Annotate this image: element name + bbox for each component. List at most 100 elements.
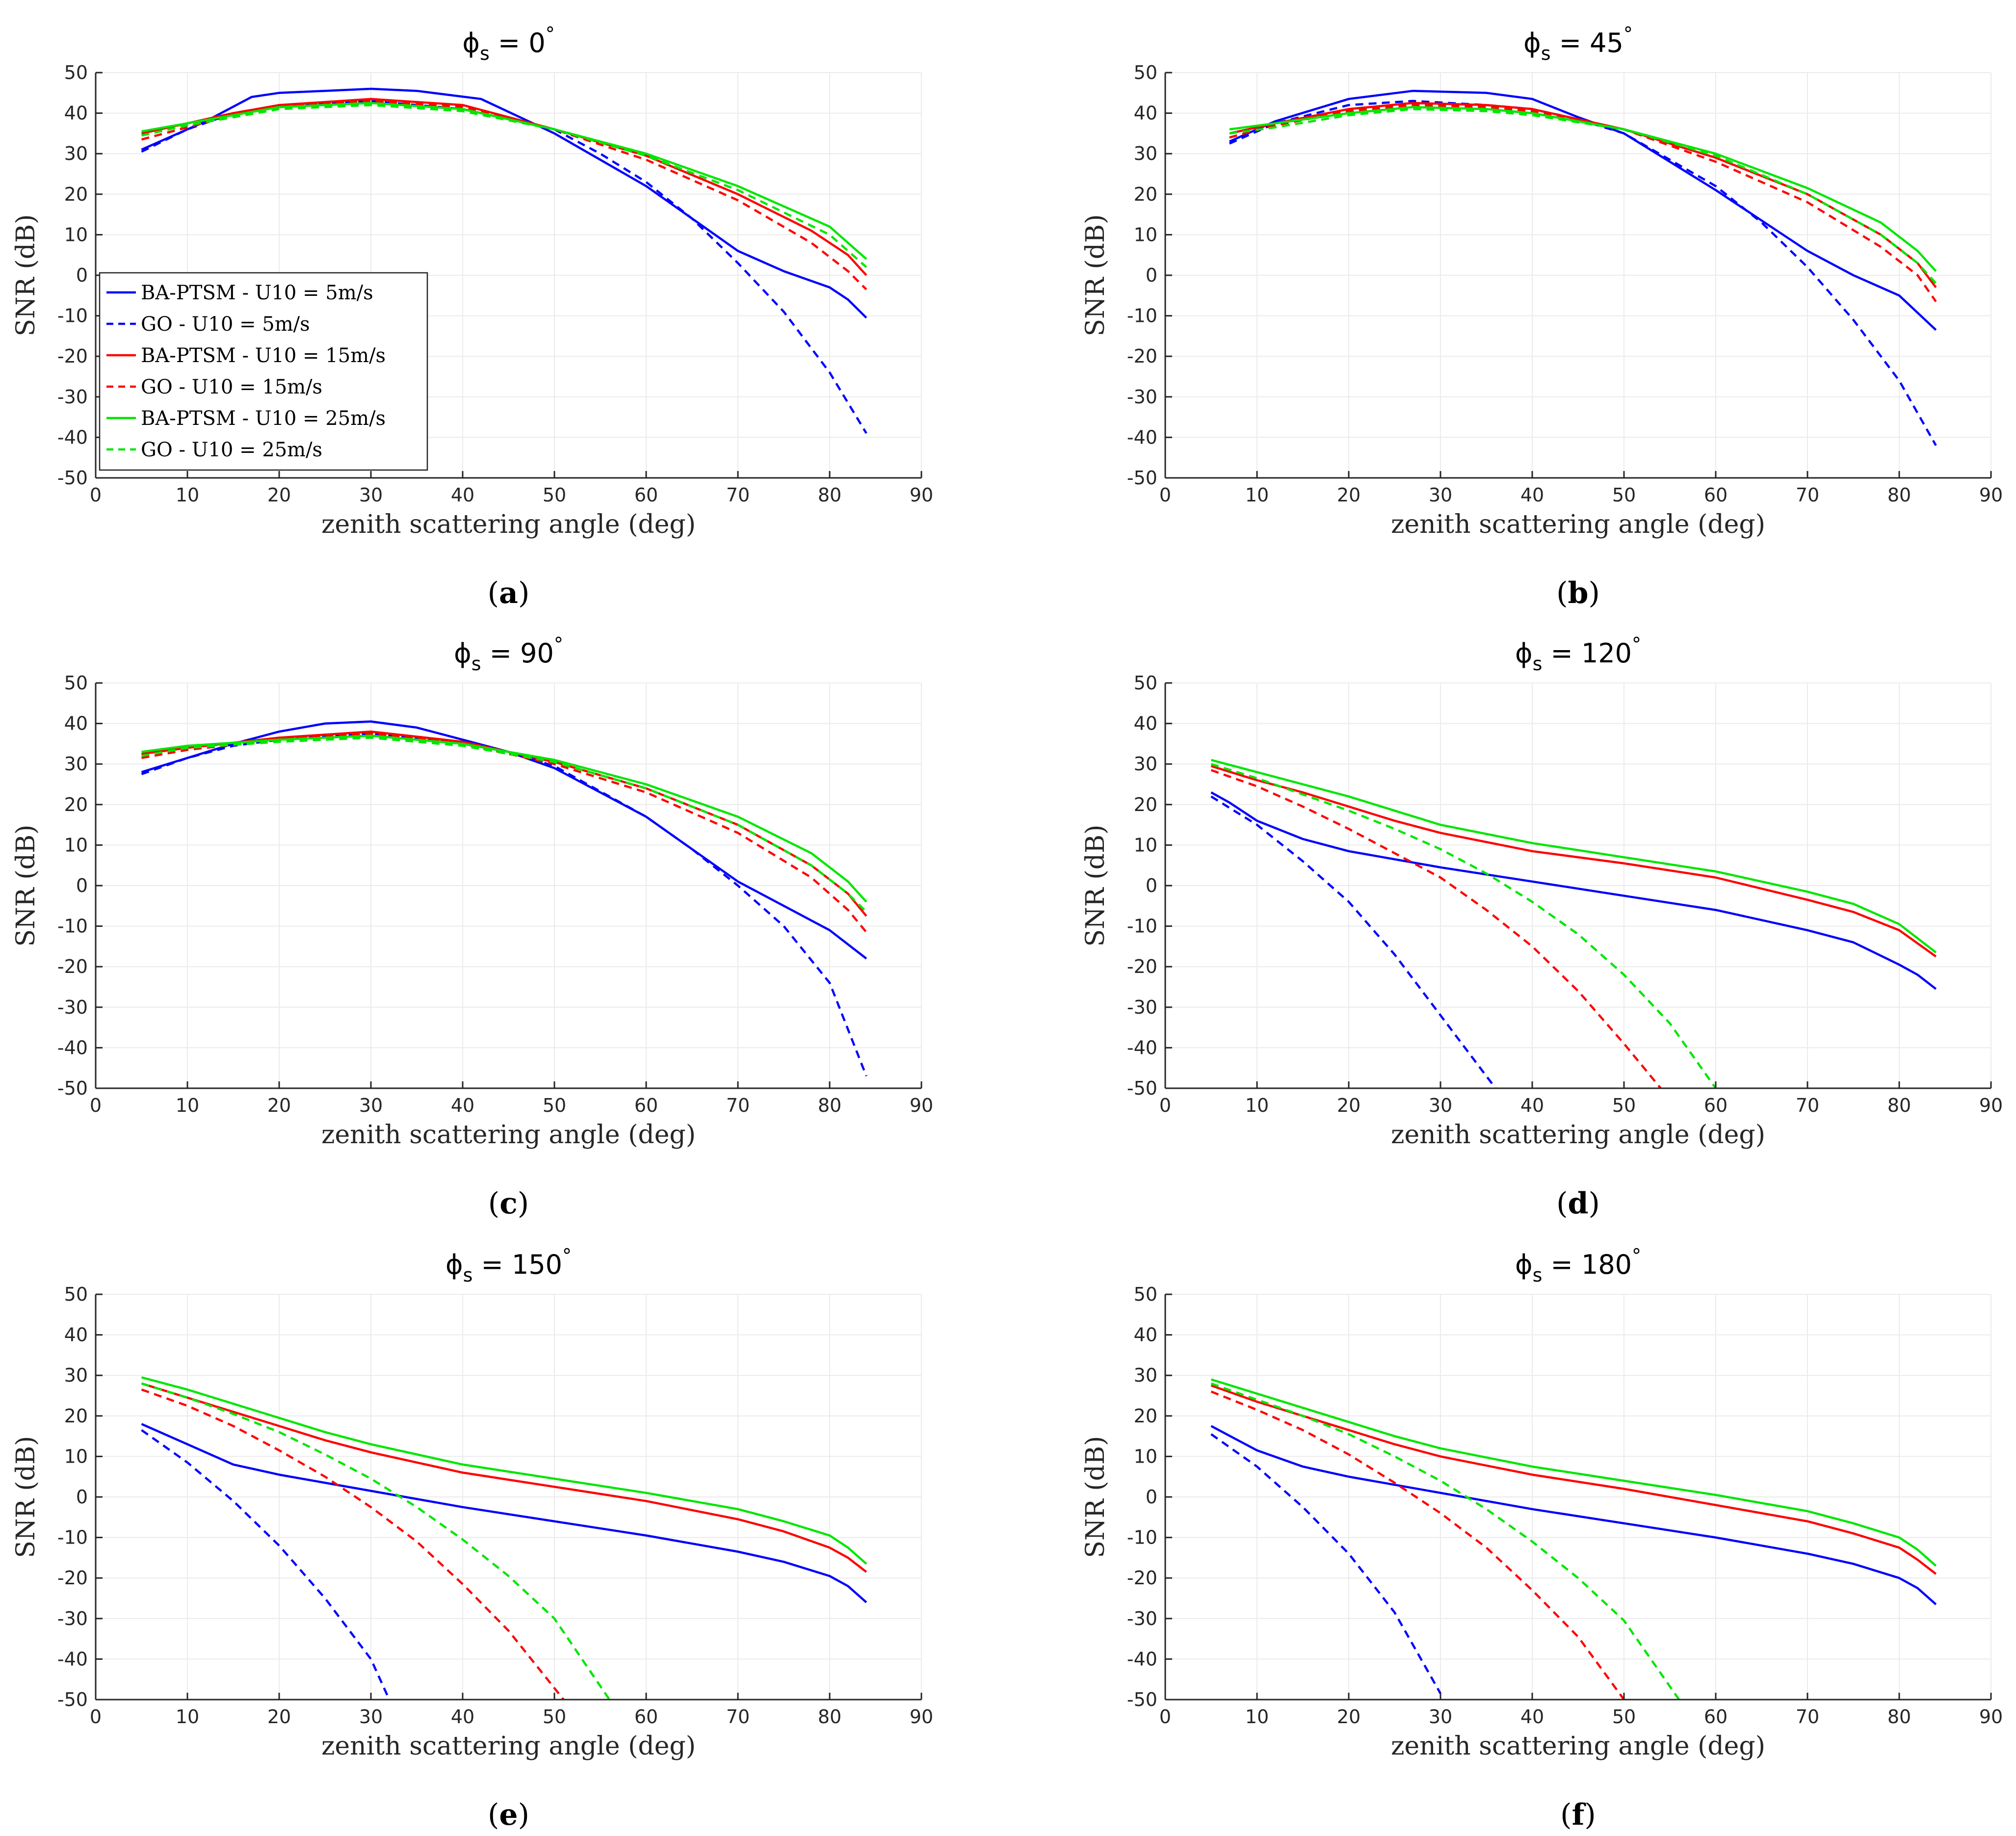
x-tick-label: 40 xyxy=(451,484,474,506)
x-tick-label: 60 xyxy=(634,484,658,506)
y-tick-label: -20 xyxy=(57,345,88,367)
panel-a: 0 10 20 30 40 50 60 70 80 90 -50 -40 -30 -20 -10 0 10 20 3… xyxy=(11,23,933,610)
series-line-2 xyxy=(141,1429,391,1700)
x-axis-label: zenith scattering angle (deg) xyxy=(321,1120,696,1150)
panel-caption: (c) xyxy=(488,1186,529,1221)
x-axis-label: zenith scattering angle (deg) xyxy=(1391,1731,1765,1761)
panel-caption: (b) xyxy=(1556,576,1600,610)
y-tick-label: -10 xyxy=(1127,916,1157,937)
panel-caption: (f) xyxy=(1560,1798,1596,1832)
y-tick-label: -30 xyxy=(57,386,88,408)
y-tick-label: 50 xyxy=(1134,62,1157,83)
panel-caption: (d) xyxy=(1556,1186,1600,1221)
x-tick-label: 30 xyxy=(1429,1706,1452,1728)
y-tick-label: -20 xyxy=(1127,345,1157,367)
y-tick-label: 30 xyxy=(1134,143,1157,164)
x-tick-label: 80 xyxy=(1887,1095,1911,1116)
y-tick-label: 30 xyxy=(1134,1364,1157,1386)
panel-title: ϕs = 90° xyxy=(454,633,563,675)
x-tick-label: 50 xyxy=(543,1095,566,1116)
y-tick-label: 30 xyxy=(64,753,88,775)
x-tick-label: 20 xyxy=(1337,1095,1361,1116)
series-line-3 xyxy=(1210,1384,1937,1575)
series-line-3 xyxy=(141,98,867,276)
series-line-6 xyxy=(141,1382,611,1701)
y-tick-label: 40 xyxy=(1134,1324,1157,1346)
y-tick-label: -20 xyxy=(57,1567,88,1589)
y-tick-label: 50 xyxy=(1134,1284,1157,1305)
series-line-5 xyxy=(141,1376,867,1565)
series-line-2 xyxy=(141,733,867,1077)
y-tick-label: -50 xyxy=(57,467,88,489)
y-tick-label: 10 xyxy=(64,224,88,245)
x-tick-label: 10 xyxy=(1245,1706,1269,1728)
y-tick-label: 10 xyxy=(1134,1445,1157,1467)
x-tick-label: 40 xyxy=(1520,1706,1544,1728)
x-tick-label: 80 xyxy=(818,1095,841,1116)
y-tick-label: 50 xyxy=(64,672,88,694)
y-tick-label: 40 xyxy=(1134,713,1157,734)
y-axis-label: SNR (dB) xyxy=(1081,214,1110,337)
panel-title: ϕs = 45° xyxy=(1523,23,1633,64)
series-line-6 xyxy=(141,104,867,268)
series-line-4 xyxy=(141,1388,565,1701)
y-tick-label: 0 xyxy=(1146,264,1157,286)
series-line-1 xyxy=(141,1423,867,1603)
panel-b: 0 10 20 30 40 50 60 70 80 90 -50 -40 -30 -20 -10 0 10 20 3… xyxy=(1081,23,2003,610)
y-tick-label: 30 xyxy=(64,1364,88,1386)
legend-entry-4: GO - U10 = 15m/s xyxy=(141,376,322,398)
panel-title: ϕs = 180° xyxy=(1515,1245,1641,1286)
y-tick-label: 30 xyxy=(64,143,88,164)
x-axis-label: zenith scattering angle (deg) xyxy=(1391,1120,1765,1150)
y-tick-label: 10 xyxy=(64,834,88,856)
x-tick-label: 0 xyxy=(1159,1706,1171,1728)
y-tick-label: 20 xyxy=(64,794,88,815)
series-line-5 xyxy=(1210,1378,1937,1567)
series-line-6 xyxy=(1229,108,1937,285)
x-tick-label: 10 xyxy=(1245,484,1269,506)
y-tick-label: 40 xyxy=(1134,103,1157,124)
y-tick-label: 20 xyxy=(64,184,88,205)
series-line-1 xyxy=(1210,791,1937,990)
series-line-6 xyxy=(1210,1382,1680,1701)
x-axis-label: zenith scattering angle (deg) xyxy=(1391,510,1765,539)
x-tick-label: 30 xyxy=(359,1095,383,1116)
x-tick-label: 20 xyxy=(267,1706,291,1728)
x-tick-label: 80 xyxy=(1887,1706,1911,1728)
panel-title: ϕs = 120° xyxy=(1515,633,1641,675)
panel-f: 0 10 20 30 40 50 60 70 80 90 -50 -40 -30 -20 -10 0 10 20 3… xyxy=(1081,1245,2003,1832)
y-tick-label: 0 xyxy=(1146,875,1157,896)
y-tick-label: -40 xyxy=(1127,1648,1157,1670)
series-line-3 xyxy=(1229,102,1937,289)
x-tick-label: 0 xyxy=(90,1706,102,1728)
x-tick-label: 30 xyxy=(359,484,383,506)
series-line-4 xyxy=(1210,769,1662,1089)
y-axis-label: SNR (dB) xyxy=(11,214,41,337)
y-tick-label: 0 xyxy=(76,264,88,286)
x-axis-label: zenith scattering angle (deg) xyxy=(321,1731,696,1761)
x-tick-label: 90 xyxy=(1979,1706,2003,1728)
x-tick-label: 50 xyxy=(1612,1706,1636,1728)
y-tick-label: 10 xyxy=(64,1445,88,1467)
x-tick-label: 80 xyxy=(818,1706,841,1728)
legend-entry-6: GO - U10 = 25m/s xyxy=(141,439,322,461)
x-tick-label: 90 xyxy=(1979,484,2003,506)
y-axis-label: SNR (dB) xyxy=(11,1436,41,1558)
y-tick-label: -20 xyxy=(57,956,88,977)
y-tick-label: -40 xyxy=(57,1648,88,1670)
x-tick-label: 50 xyxy=(1612,484,1636,506)
y-tick-label: 0 xyxy=(76,875,88,896)
legend-entry-2: GO - U10 = 5m/s xyxy=(141,313,310,336)
y-tick-label: 40 xyxy=(64,103,88,124)
x-tick-label: 0 xyxy=(90,484,102,506)
x-tick-label: 10 xyxy=(176,1706,199,1728)
y-tick-label: 30 xyxy=(1134,753,1157,775)
x-tick-label: 0 xyxy=(1159,1095,1171,1116)
y-axis-label: SNR (dB) xyxy=(1081,825,1110,947)
x-tick-label: 90 xyxy=(910,1706,933,1728)
y-tick-label: -40 xyxy=(1127,1037,1157,1058)
y-tick-label: -40 xyxy=(57,1037,88,1058)
y-tick-label: -10 xyxy=(57,1527,88,1548)
series-line-2 xyxy=(1210,795,1496,1089)
